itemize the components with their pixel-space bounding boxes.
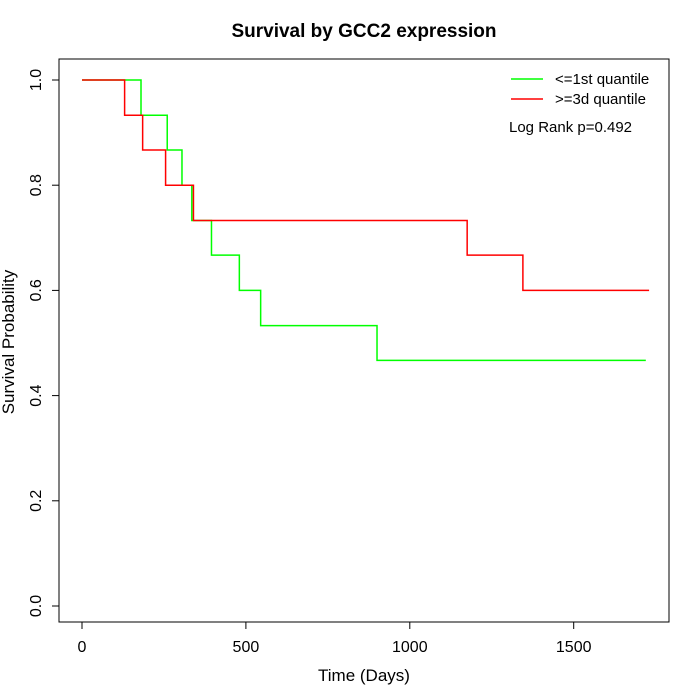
chart-title: Survival by GCC2 expression (231, 21, 496, 42)
log-rank-annotation: Log Rank p=0.492 (509, 119, 632, 136)
y-axis-label: Survival Probability (0, 269, 18, 414)
y-tick-label: 0.8 (28, 174, 45, 196)
y-tick-label: 0.0 (28, 595, 45, 617)
legend-label: <=1st quantile (555, 71, 649, 88)
y-tick-label: 0.2 (28, 490, 45, 512)
x-tick-label: 0 (78, 639, 87, 656)
x-tick-label: 1500 (556, 639, 592, 656)
legend-label: >=3d quantile (555, 91, 646, 108)
y-tick-label: 0.6 (28, 279, 45, 301)
legend: <=1st quantile >=3d quantile (511, 71, 649, 108)
x-tick-label: 1000 (392, 639, 428, 656)
y-axis: 0.0 0.2 0.4 0.6 0.8 1.0 (28, 69, 60, 617)
survival-curves (82, 79, 650, 362)
survival-curve-series-2 (82, 79, 650, 292)
y-tick-label: 1.0 (28, 69, 45, 91)
x-axis-label: Time (Days) (318, 666, 410, 685)
x-tick-label: 500 (233, 639, 260, 656)
y-tick-label: 0.4 (28, 384, 45, 406)
x-axis: 0 500 1000 1500 (78, 621, 592, 656)
